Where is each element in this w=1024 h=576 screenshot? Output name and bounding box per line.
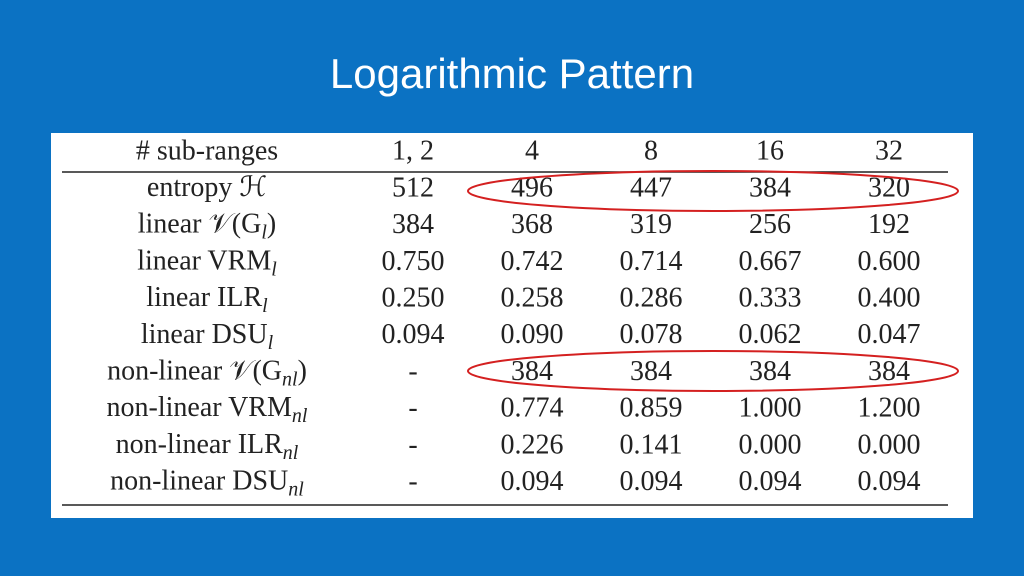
label-text: non-linear DSU [110,466,288,497]
row-label: non-linear 𝒱(Gnl) [107,356,307,390]
label-subscript: nl [288,478,304,500]
table-cell: 0.750 [382,246,445,277]
header-cell: 32 [875,135,903,166]
table-cell: 0.742 [501,246,564,277]
table-cell: 0.226 [501,429,564,460]
label-text: non-linear VRM [107,393,292,424]
table-cell: 1.200 [858,393,921,424]
highlight-ellipse [467,170,959,212]
table-cell: - [408,429,417,460]
label-text: ) [298,356,307,387]
table-cell: 0.774 [501,393,564,424]
table-cell: 0.094 [501,466,564,497]
table-panel [51,133,973,518]
row-label: non-linear ILRnl [116,429,299,463]
table-cell: 0.090 [501,319,564,350]
table-cell: 0.141 [620,429,683,460]
row-label: non-linear VRMnl [107,393,308,427]
row-label: linear 𝒱(Gl) [138,209,277,243]
label-subscript: l [268,331,274,353]
table-cell: 0.000 [739,429,802,460]
table-cell: 0.062 [739,319,802,350]
table-cell: - [408,466,417,497]
table-cell: 384 [630,356,672,387]
label-text: linear 𝒱(G [138,209,262,240]
table-cell: 384 [868,356,910,387]
label-text: linear ILR [146,283,262,314]
row-label: linear DSUl [141,319,274,353]
label-subscript: nl [283,441,299,463]
table-cell: 0.078 [620,319,683,350]
table-cell: 0.286 [620,283,683,314]
table-cell: 0.250 [382,283,445,314]
label-text: non-linear 𝒱(G [107,356,282,387]
table-cell: 256 [749,209,791,240]
table-cell: 0.714 [620,246,683,277]
table-cell: 0.094 [739,466,802,497]
row-label: linear ILRl [146,283,268,317]
table-cell: - [408,356,417,387]
row-label: non-linear DSUnl [110,466,304,500]
header-cell: 8 [644,135,658,166]
label-text: linear VRM [137,246,271,277]
header-cell: # sub-ranges [136,135,278,166]
table-cell: 0.094 [382,319,445,350]
table-cell: 0.667 [739,246,802,277]
table-cell: 1.000 [739,393,802,424]
table-cell: 384 [749,356,791,387]
slide-title: Logarithmic Pattern [330,50,694,97]
table-cell: 0.047 [858,319,921,350]
header-cell: 16 [756,135,784,166]
highlight-ellipse [467,350,959,392]
table-cell: 384 [392,209,434,240]
label-text: entropy ℋ [147,172,267,203]
label-subscript: nl [292,405,308,427]
row-label: linear VRMl [137,246,277,280]
table-cell: 512 [392,172,434,203]
label-subscript: l [262,295,268,317]
table-cell: 0.859 [620,393,683,424]
table-cell: 0.600 [858,246,921,277]
table-cell: - [408,393,417,424]
table-cell: 0.000 [858,429,921,460]
label-subscript: nl [282,368,298,390]
table-cell: 384 [511,356,553,387]
row-label: entropy ℋ [147,172,267,203]
table-cell: 0.258 [501,283,564,314]
table-cell: 0.400 [858,283,921,314]
table-cell: 0.094 [620,466,683,497]
table-cell: 192 [868,209,910,240]
table-cell: 319 [630,209,672,240]
label-subscript: l [271,258,277,280]
table-cell: 368 [511,209,553,240]
table-cell: 0.333 [739,283,802,314]
table-cell: 384 [749,172,791,203]
table-cell: 0.094 [858,466,921,497]
label-text: non-linear ILR [116,429,283,460]
label-text: ) [267,209,276,240]
table-cell: 447 [630,172,672,203]
label-subscript: l [261,221,267,243]
header-cell: 1, 2 [392,135,434,166]
header-cell: 4 [525,135,539,166]
label-text: linear DSU [141,319,268,350]
